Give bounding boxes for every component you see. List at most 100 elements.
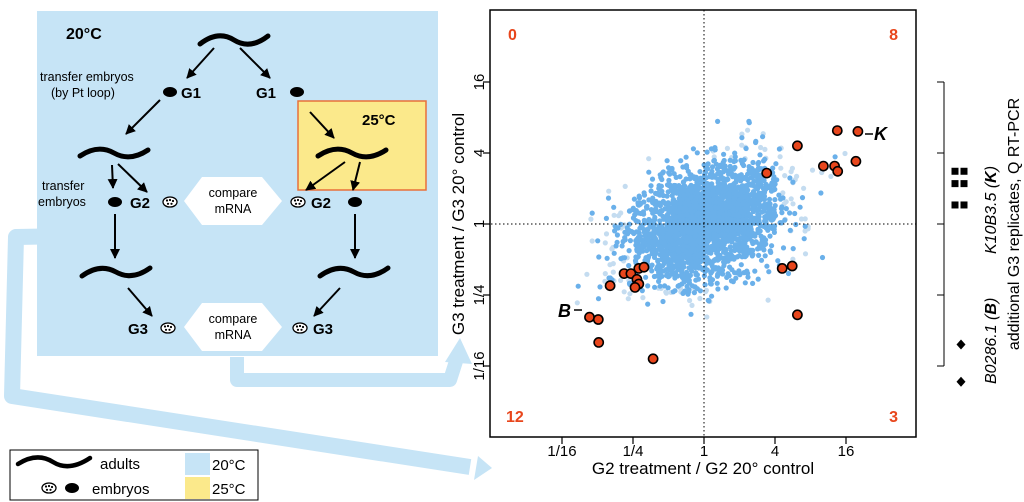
dotted-embryo-g2-left-icon (162, 196, 178, 208)
data-point (710, 214, 716, 220)
data-point (717, 171, 723, 177)
data-point (710, 173, 716, 179)
data-point (691, 290, 698, 296)
data-point (640, 295, 646, 301)
data-point (610, 269, 616, 275)
data-point (621, 289, 627, 295)
data-point (704, 192, 710, 198)
data-point (685, 276, 691, 282)
data-point (723, 247, 729, 253)
data-point (648, 207, 654, 213)
data-point (666, 177, 672, 183)
legend: adults embryos 20°C 25°C (9, 449, 259, 501)
data-point (792, 210, 798, 217)
scatter-plot: 1/16 1/4 1 4 16 1/16 1/4 1 4 16 G2 treatment / G… (449, 9, 917, 478)
data-point (679, 213, 686, 219)
y-tick-label: 1/16 (471, 351, 488, 380)
data-point (775, 258, 781, 264)
compare-g3-sublabel: mRNA (215, 328, 252, 342)
data-point (703, 289, 709, 295)
data-point (661, 254, 668, 260)
data-point (660, 298, 666, 305)
data-point (783, 199, 789, 205)
quadrant-count-top-right: 8 (889, 27, 898, 44)
data-point (589, 238, 595, 244)
data-point (655, 242, 661, 248)
data-point (679, 264, 686, 270)
data-point (802, 251, 809, 257)
data-point (645, 301, 651, 307)
data-point (681, 277, 687, 283)
data-point (669, 266, 675, 272)
data-point (713, 161, 720, 167)
data-point (755, 220, 761, 226)
data-point (688, 311, 694, 317)
data-point (693, 272, 699, 278)
data-point (734, 243, 740, 249)
data-point (755, 161, 761, 167)
data-point (699, 224, 705, 230)
arrow-worm-to-g2-embryo-left (107, 164, 118, 189)
data-point (610, 261, 616, 267)
arrow-worm-to-g3-right (313, 287, 341, 317)
legend-worm-icon (15, 455, 93, 469)
data-point (676, 195, 682, 202)
data-point (707, 224, 714, 230)
data-point (712, 257, 718, 263)
data-point (743, 204, 749, 210)
data-point (672, 254, 678, 261)
data-point (715, 205, 721, 211)
data-point (636, 247, 642, 253)
data-point (644, 248, 650, 254)
data-point (677, 174, 683, 180)
data-point (658, 174, 664, 181)
data-point (714, 250, 720, 256)
data-point (755, 180, 761, 186)
y-tick-label: 1 (471, 220, 488, 228)
data-point (728, 217, 734, 223)
data-point (772, 186, 778, 192)
data-point (689, 302, 695, 308)
data-point (625, 296, 631, 302)
data-point (721, 212, 727, 218)
y-tick-label: 1/4 (471, 285, 488, 306)
embryo-g2-left-icon (108, 197, 122, 207)
data-point (678, 158, 684, 164)
data-point (770, 165, 776, 171)
data-point (686, 289, 692, 295)
data-point (752, 192, 758, 198)
data-point (785, 270, 792, 277)
data-point (732, 247, 738, 254)
data-point (761, 235, 767, 241)
data-point (755, 246, 761, 252)
data-point (797, 204, 803, 210)
replicate-caption: additional G3 replicates, Q RT-PCR (1006, 98, 1023, 350)
worm-g2-right-icon (317, 265, 391, 279)
data-point (794, 173, 800, 179)
data-point (667, 228, 674, 234)
data-point (595, 238, 601, 244)
data-point (659, 188, 665, 194)
replicate-axis-ticks (937, 81, 944, 367)
data-point (630, 207, 636, 213)
data-point (703, 175, 710, 181)
data-point (790, 179, 796, 185)
data-point (750, 240, 756, 247)
data-point (763, 213, 769, 219)
data-point (653, 190, 659, 196)
highlighted-point (629, 281, 641, 293)
data-point (648, 183, 654, 189)
highlighted-point (593, 336, 605, 348)
data-point (677, 205, 683, 211)
data-point (742, 194, 749, 200)
data-point (753, 139, 759, 146)
data-point (642, 231, 648, 237)
data-point (799, 195, 806, 201)
flow-arrow-g3-head (445, 338, 472, 364)
data-point (769, 243, 775, 249)
data-point (656, 262, 662, 268)
data-point (690, 146, 697, 152)
box-25c (297, 100, 427, 191)
data-point (648, 188, 654, 194)
highlighted-point (792, 140, 803, 152)
